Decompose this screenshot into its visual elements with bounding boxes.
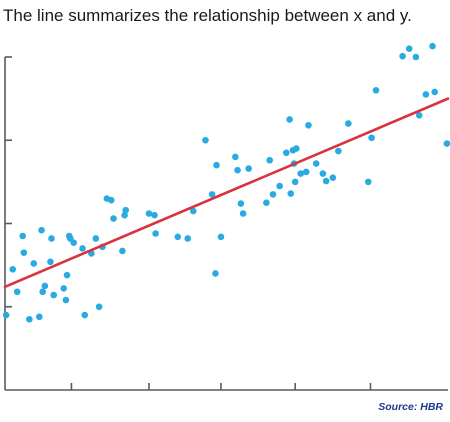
data-point — [212, 270, 219, 277]
data-point — [302, 168, 310, 176]
data-point — [2, 311, 10, 319]
data-point — [9, 265, 17, 273]
data-point — [283, 149, 290, 157]
data-point — [110, 215, 117, 222]
data-point — [372, 87, 380, 94]
data-point — [30, 260, 38, 267]
data-point — [202, 136, 209, 144]
data-point — [322, 177, 330, 185]
data-point — [292, 145, 300, 152]
data-point — [287, 190, 295, 197]
data-point — [422, 91, 430, 98]
data-point — [399, 52, 406, 60]
data-point — [345, 120, 352, 127]
data-point — [122, 206, 130, 214]
data-point — [329, 174, 337, 182]
data-point — [286, 116, 293, 123]
data-point — [312, 160, 320, 167]
data-point — [38, 226, 45, 234]
data-point — [70, 239, 77, 246]
data-point — [92, 235, 100, 242]
data-point — [108, 196, 115, 204]
data-point — [263, 199, 270, 206]
data-point — [297, 170, 305, 177]
data-points — [2, 42, 450, 323]
data-point — [145, 210, 153, 217]
data-point — [184, 235, 192, 242]
y-axis-ticks — [5, 56, 12, 308]
data-point — [151, 211, 158, 219]
data-point — [50, 291, 58, 299]
data-point — [431, 88, 439, 96]
data-point — [119, 247, 126, 255]
source-note: Source: HBR — [378, 401, 443, 413]
data-point — [245, 165, 252, 172]
data-point — [47, 258, 54, 266]
data-point — [60, 285, 67, 292]
data-point — [19, 232, 27, 240]
data-point — [213, 161, 220, 169]
data-point — [237, 200, 245, 207]
data-point — [429, 42, 436, 50]
data-point — [368, 134, 375, 142]
data-point — [291, 178, 299, 186]
data-point — [41, 282, 49, 290]
data-point — [36, 313, 43, 321]
data-point — [174, 233, 182, 241]
x-axis-ticks — [70, 383, 372, 390]
data-point — [48, 235, 55, 242]
data-point — [81, 311, 89, 319]
data-point — [443, 140, 450, 147]
data-point — [276, 182, 283, 190]
trend-line — [3, 97, 450, 289]
data-point — [26, 315, 33, 323]
data-point — [234, 166, 241, 174]
data-point — [79, 245, 86, 252]
data-point — [266, 156, 273, 164]
data-point — [239, 210, 247, 217]
data-point — [405, 45, 413, 52]
data-point — [319, 170, 327, 177]
data-point — [189, 207, 197, 215]
data-point — [13, 288, 21, 296]
data-point — [62, 296, 70, 304]
data-point — [95, 303, 103, 311]
data-point — [152, 230, 159, 237]
data-point — [232, 153, 239, 161]
chart-title: The line summarizes the relationship bet… — [3, 6, 412, 25]
data-point — [305, 121, 312, 129]
data-point — [335, 147, 342, 155]
data-point — [217, 233, 225, 241]
data-point — [269, 191, 277, 198]
data-point — [364, 178, 372, 186]
data-point — [415, 111, 423, 119]
data-point — [208, 191, 216, 198]
data-point — [121, 211, 128, 219]
data-point — [20, 249, 28, 256]
data-point — [63, 271, 71, 279]
data-point — [39, 288, 46, 296]
data-point — [412, 53, 420, 61]
